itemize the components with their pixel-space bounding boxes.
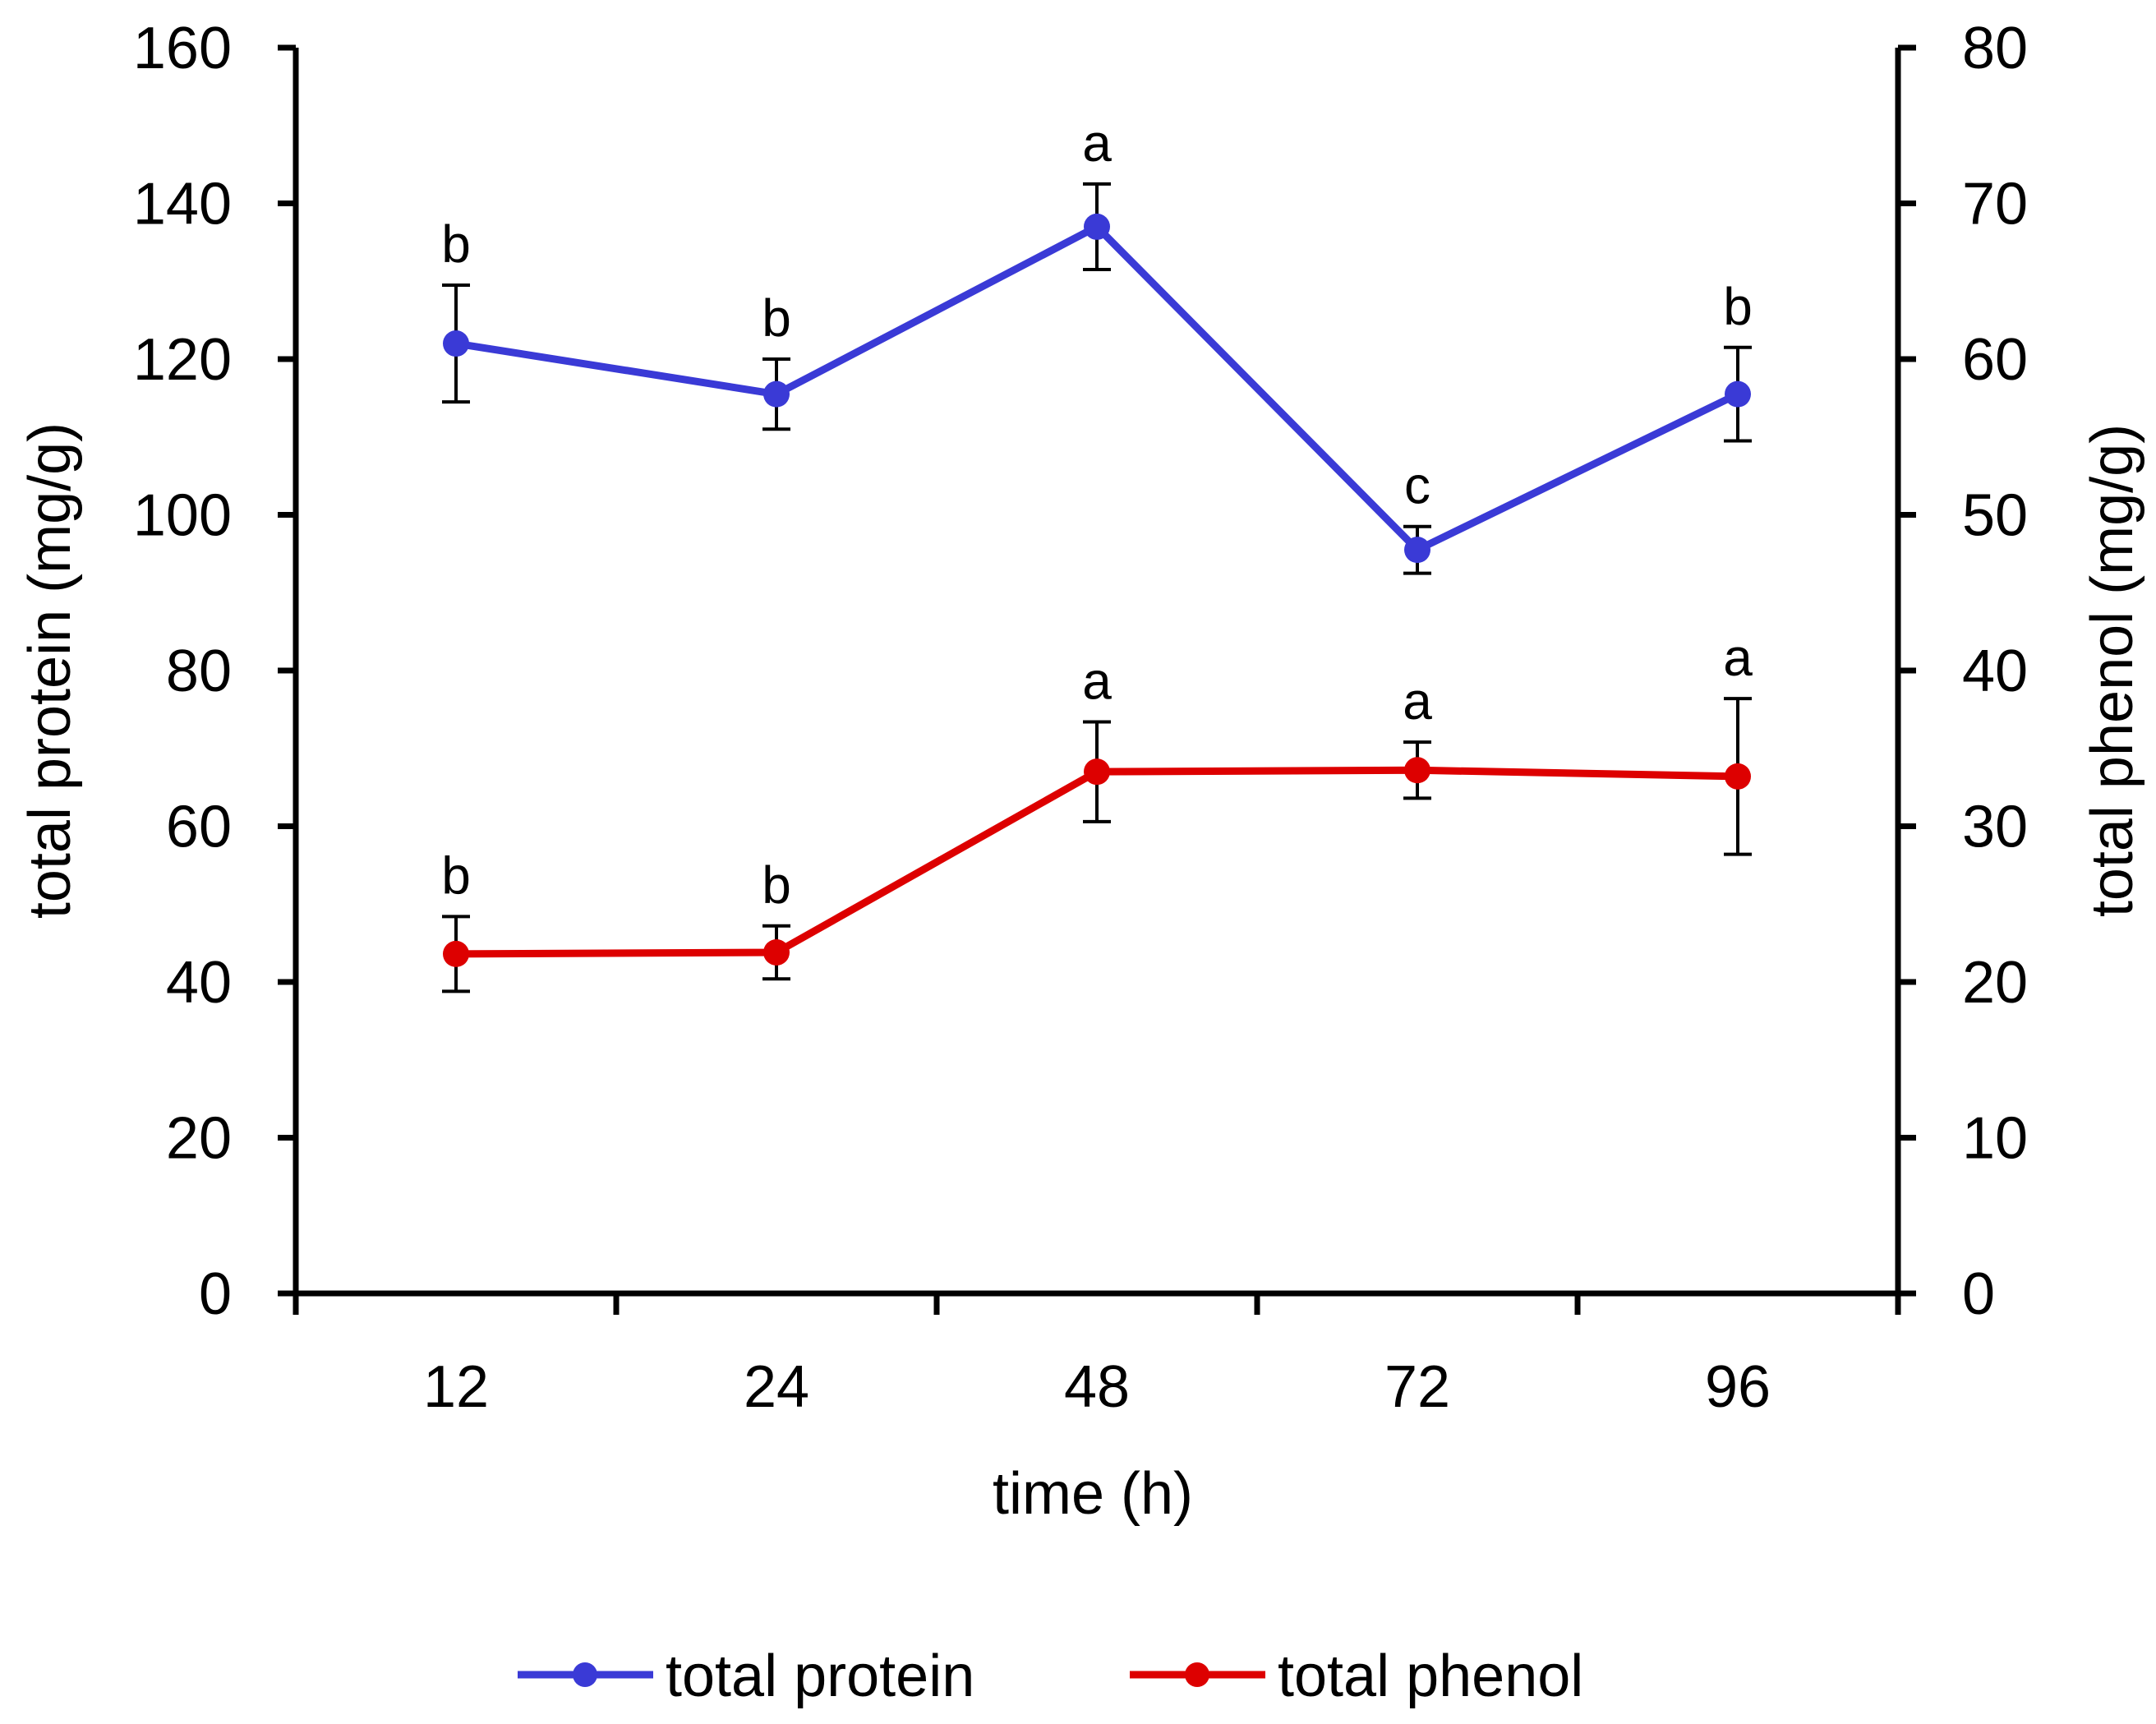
left-y-tick-label: 60 — [166, 795, 232, 860]
series-line-total-protein — [455, 223, 1739, 554]
legend-label-total-phenol: total phenol — [1278, 1643, 1583, 1709]
data-point — [1725, 763, 1751, 790]
data-point — [1084, 213, 1110, 240]
legend-marker-total-phenol — [1185, 1662, 1209, 1687]
right-y-tick-label: 30 — [1962, 795, 2028, 860]
significance-label: a — [1082, 113, 1112, 173]
data-point — [763, 938, 790, 966]
x-tick-label: 12 — [423, 1354, 489, 1420]
left-y-tick-label: 120 — [133, 327, 232, 393]
right-y-tick-label: 70 — [1962, 172, 2028, 237]
significance-label: b — [441, 214, 471, 274]
right-y-tick-label: 10 — [1962, 1106, 2028, 1172]
left-y-tick-label: 100 — [133, 483, 232, 549]
legend: total protein total phenol — [518, 1643, 1583, 1709]
series-layer: b b a c b b b a a a — [441, 113, 1753, 993]
legend-item-total-protein: total protein — [518, 1643, 974, 1709]
legend-label-total-protein: total protein — [666, 1643, 974, 1709]
data-point — [443, 330, 469, 357]
left-y-tick-label: 0 — [199, 1261, 232, 1327]
legend-marker-total-protein — [573, 1662, 597, 1687]
x-tick-label: 24 — [744, 1354, 809, 1420]
left-y-tick-label: 80 — [166, 638, 232, 704]
x-tick-label: 96 — [1705, 1354, 1771, 1420]
left-y-axis-title: total protein (mg/g) — [17, 422, 83, 919]
x-ticks: 12 24 48 72 96 — [293, 1293, 1901, 1420]
right-y-tick-label: 20 — [1962, 950, 2028, 1016]
right-y-axis-title: total phenol (mg/g) — [2080, 424, 2145, 917]
right-y-tick-label: 60 — [1962, 327, 2028, 393]
data-point — [1084, 758, 1110, 786]
significance-label: a — [1082, 652, 1112, 711]
right-y-ticks: 0 10 20 30 40 50 60 70 80 — [1898, 16, 2028, 1327]
right-y-tick-label: 0 — [1962, 1261, 1995, 1327]
x-axis-title: time (h) — [993, 1461, 1193, 1527]
significance-label: a — [1723, 628, 1753, 687]
left-y-ticks: 0 20 40 60 80 100 120 140 160 — [133, 16, 296, 1327]
right-y-tick-label: 50 — [1962, 483, 2028, 549]
data-point — [443, 940, 469, 967]
left-y-tick-label: 140 — [133, 172, 232, 237]
data-point — [763, 380, 790, 408]
right-y-tick-label: 40 — [1962, 638, 2028, 704]
x-tick-label: 72 — [1384, 1354, 1450, 1420]
significance-label: c — [1404, 456, 1430, 515]
x-tick-label: 48 — [1064, 1354, 1130, 1420]
significance-label: b — [762, 288, 791, 348]
data-point — [1725, 380, 1751, 408]
significance-label: a — [1403, 671, 1432, 731]
significance-label: b — [441, 846, 471, 905]
data-point — [1404, 537, 1430, 564]
left-y-tick-label: 40 — [166, 950, 232, 1016]
significance-label: b — [1723, 277, 1753, 336]
left-y-tick-label: 20 — [166, 1106, 232, 1172]
series-total-phenol: b b a a a — [441, 628, 1753, 993]
right-y-tick-label: 80 — [1962, 16, 2028, 81]
legend-item-total-phenol: total phenol — [1130, 1643, 1583, 1709]
data-point — [1404, 757, 1430, 784]
series-total-protein: b b a c b — [441, 113, 1753, 575]
left-y-tick-label: 160 — [133, 16, 232, 81]
significance-label: b — [762, 855, 791, 915]
